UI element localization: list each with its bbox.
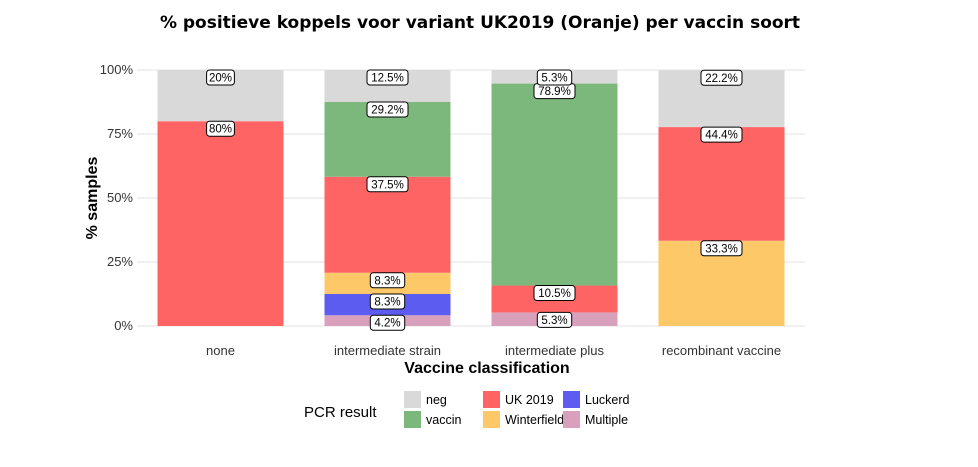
x-tick-label: intermediate strain	[334, 343, 441, 358]
y-tick-label: 100%	[100, 62, 134, 77]
data-label-box	[700, 69, 743, 86]
chart-title: % positieve koppels voor variant UK2019 …	[160, 13, 800, 33]
legend-label-neg: neg	[426, 393, 447, 407]
data-label-box	[369, 314, 406, 331]
legend-label-vaccin: vaccin	[426, 413, 461, 427]
y-tick-label: 75%	[107, 126, 133, 141]
data-label: 33.3%	[705, 243, 738, 255]
data-label-group: 37.5%	[366, 176, 409, 193]
x-tick-label: none	[206, 343, 235, 358]
data-label-box	[366, 69, 409, 86]
data-label-group: 10.5%	[533, 285, 576, 302]
y-tick-label: 25%	[107, 254, 133, 269]
legend-label-uk-2019: UK 2019	[505, 393, 554, 407]
data-label-box	[366, 101, 409, 118]
legend-swatch-winterfield	[483, 411, 500, 428]
bar-uk-2019-intermediate-strain	[324, 176, 451, 273]
data-label: 12.5%	[371, 73, 404, 85]
data-label: 22.2%	[705, 73, 738, 85]
data-label: 10.5%	[538, 288, 571, 300]
data-label-group: 8.3%	[369, 293, 406, 310]
data-label-group: 20%	[206, 69, 235, 86]
legend-label-multiple: Multiple	[585, 413, 628, 427]
data-label-group: 4.2%	[369, 314, 406, 331]
data-label-box	[533, 285, 576, 302]
data-label: 8.3%	[374, 297, 400, 309]
data-label-box	[700, 126, 743, 143]
data-label-box	[366, 176, 409, 193]
y-tick-label: 50%	[107, 190, 133, 205]
data-label: 4.2%	[374, 318, 400, 330]
data-labels: 80% 20% 4.2% 8.3% 8.3% 37.5% 29.2% 12.5% 5.3% 10.…	[206, 69, 743, 331]
legend-title: PCR result	[304, 404, 377, 421]
x-axis-ticks: none intermediate strain intermediate plus…	[206, 343, 781, 358]
bar-uk-2019-recombinant-vaccine	[658, 127, 785, 241]
legend-swatch-neg	[404, 391, 421, 408]
legend-label-luckerd: Luckerd	[585, 393, 630, 407]
data-label: 37.5%	[371, 179, 404, 191]
data-label: 44.4%	[705, 130, 738, 142]
x-axis-title: Vaccine classification	[404, 360, 569, 377]
data-label: 80%	[209, 124, 232, 136]
y-axis-ticks: 0% 25% 50% 75% 100%	[100, 62, 134, 333]
bar-vaccin-intermediate-plus	[491, 83, 618, 286]
data-label: 5.3%	[541, 315, 567, 327]
data-label-group: 78.9%	[533, 83, 576, 100]
data-label-box	[369, 293, 406, 310]
data-label-group: 29.2%	[366, 101, 409, 118]
data-label: 8.3%	[374, 275, 400, 287]
data-label-box	[536, 69, 573, 86]
legend-swatch-uk-2019	[483, 391, 500, 408]
legend: PCR result neg vaccin UK 2019 Winterfield Lu…	[304, 391, 630, 428]
data-label-box	[369, 272, 406, 289]
legend-swatch-multiple	[563, 411, 580, 428]
x-tick-label: recombinant vaccine	[662, 343, 781, 358]
legend-swatch-vaccin	[404, 411, 421, 428]
data-label-group: 80%	[206, 120, 235, 137]
data-label-box	[206, 120, 235, 137]
data-label-group: 8.3%	[369, 272, 406, 289]
y-axis-title: % samples	[84, 157, 101, 240]
data-label-group: 22.2%	[700, 69, 743, 86]
data-label-group: 12.5%	[366, 69, 409, 86]
legend-swatch-luckerd	[563, 391, 580, 408]
y-tick-label: 0%	[114, 318, 133, 333]
data-label: 20%	[209, 73, 232, 85]
data-label: 78.9%	[538, 86, 571, 98]
legend-label-winterfield: Winterfield	[505, 413, 564, 427]
data-label-box	[700, 240, 743, 257]
data-label: 29.2%	[371, 105, 404, 117]
data-label-group: 5.3%	[536, 69, 573, 86]
bar-uk-2019-none	[157, 121, 284, 326]
data-label-box	[536, 311, 573, 328]
data-label-box	[206, 69, 235, 86]
data-label-group: 5.3%	[536, 311, 573, 328]
data-label-group: 33.3%	[700, 240, 743, 257]
x-tick-label: intermediate plus	[505, 343, 604, 358]
data-label: 5.3%	[541, 73, 567, 85]
data-label-group: 44.4%	[700, 126, 743, 143]
